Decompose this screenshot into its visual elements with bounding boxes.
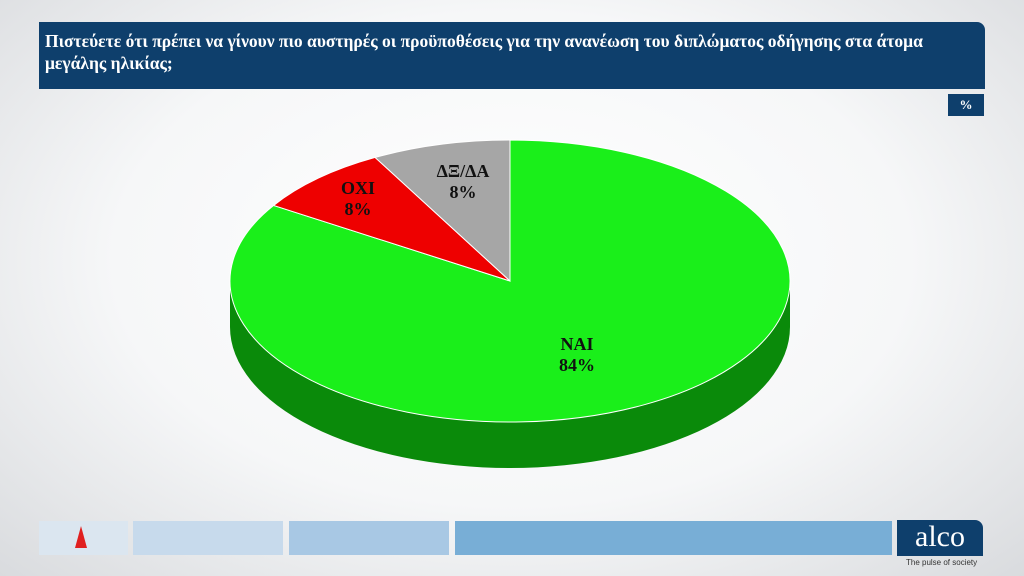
footer-bar-3 [455, 521, 892, 555]
footer-bar-1 [133, 521, 283, 555]
pie-slice-1 [272, 156, 511, 282]
footer-bar-2 [289, 521, 449, 555]
pie-side-0 [230, 281, 790, 468]
unit-badge: % [948, 94, 984, 116]
channel-logo-box [39, 521, 128, 555]
alpha-logo-icon [75, 526, 87, 548]
label-dkda: ΔΞ/ΔΑ 8% [436, 161, 490, 202]
label-nai: ΝΑΙ 84% [559, 334, 595, 375]
label-oxi: ΟΧΙ 8% [340, 178, 375, 219]
question-title: Πιστεύετε ότι πρέπει να γίνουν πιο αυστη… [39, 22, 985, 89]
alco-logo: alco [897, 520, 983, 556]
pie-slice-2 [374, 139, 511, 283]
alco-tagline: The pulse of society [906, 558, 978, 567]
